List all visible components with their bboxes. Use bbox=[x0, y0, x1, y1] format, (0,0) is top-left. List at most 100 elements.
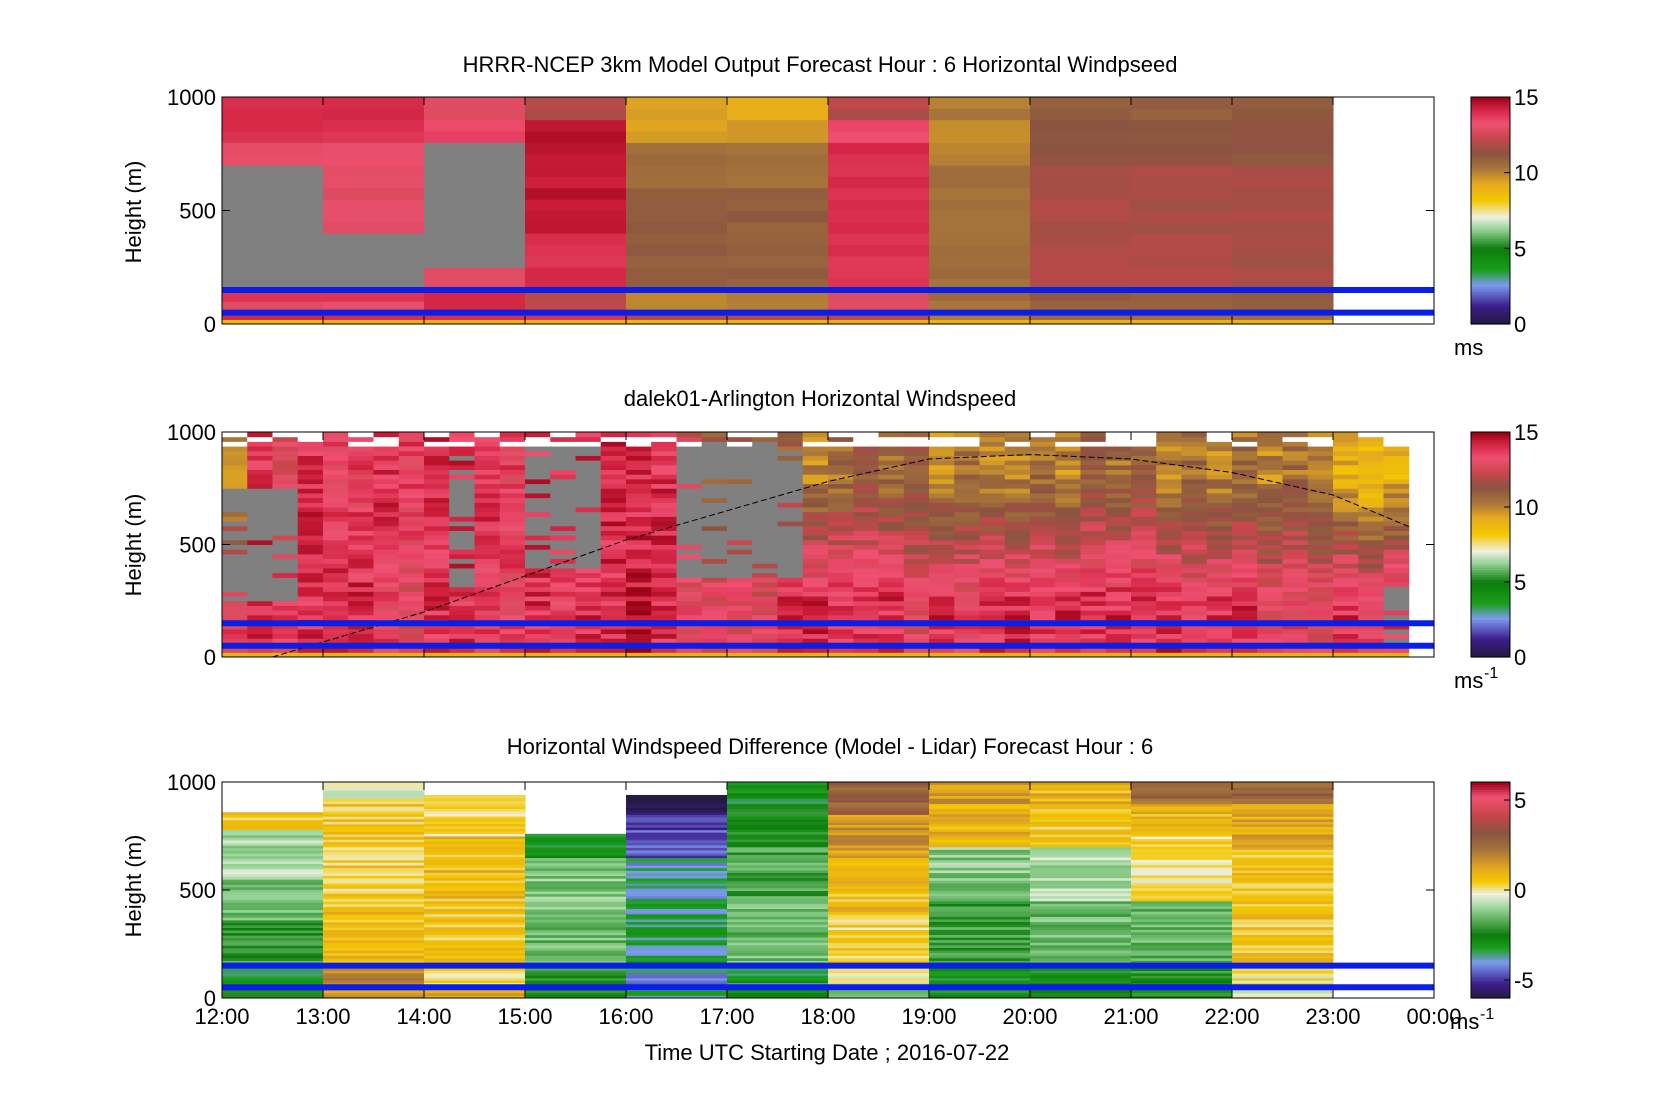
heatmap-cell bbox=[222, 436, 248, 442]
colorbar-segment bbox=[1471, 316, 1510, 320]
heatmap-cell bbox=[222, 539, 248, 545]
heatmap-cell bbox=[777, 577, 804, 583]
heatmap-cell bbox=[626, 802, 728, 806]
heatmap-cell bbox=[1030, 898, 1132, 902]
heatmap-cell bbox=[676, 582, 703, 588]
heatmap-cell bbox=[323, 818, 425, 822]
heatmap-cell bbox=[1307, 544, 1334, 550]
colorbar-segment bbox=[1471, 213, 1510, 217]
heatmap-cell bbox=[575, 558, 602, 564]
heatmap-cell bbox=[1030, 960, 1132, 964]
heatmap-cell bbox=[600, 469, 627, 475]
heatmap-cell bbox=[1131, 165, 1233, 177]
heatmap-cell bbox=[929, 474, 955, 480]
heatmap-cell bbox=[525, 492, 551, 499]
heatmap-cell bbox=[247, 483, 273, 489]
heatmap-cell bbox=[1156, 535, 1182, 541]
heatmap-cell bbox=[903, 647, 930, 653]
heatmap-cell bbox=[1383, 478, 1410, 485]
heatmap-cell bbox=[701, 464, 728, 470]
heatmap-cell bbox=[424, 628, 450, 635]
heatmap-cell bbox=[777, 474, 804, 480]
heatmap-cell bbox=[802, 558, 829, 564]
heatmap-cell bbox=[676, 464, 703, 470]
heatmap-cell bbox=[1156, 614, 1182, 620]
heatmap-cell bbox=[626, 898, 728, 902]
heatmap-cell bbox=[550, 492, 576, 499]
heatmap-cell bbox=[575, 638, 602, 644]
heatmap-cell bbox=[1282, 652, 1309, 657]
colorbar-segment bbox=[1471, 195, 1510, 199]
heatmap-cell bbox=[525, 460, 551, 466]
heatmap-cell bbox=[1030, 567, 1056, 574]
heatmap-cell bbox=[525, 947, 627, 951]
heatmap-cell bbox=[1004, 558, 1031, 564]
heatmap-cell bbox=[550, 652, 576, 657]
heatmap-cell bbox=[499, 469, 526, 475]
heatmap-cell bbox=[449, 558, 475, 564]
heatmap-cell bbox=[727, 834, 829, 838]
heatmap-cell bbox=[1282, 521, 1309, 527]
heatmap-cell bbox=[1131, 895, 1233, 899]
heatmap-cell bbox=[828, 896, 930, 900]
heatmap-cell bbox=[1055, 572, 1081, 578]
heatmap-cell bbox=[499, 591, 526, 597]
colorbar-segment bbox=[1471, 945, 1510, 949]
heatmap-cell bbox=[1206, 464, 1233, 470]
heatmap-cell bbox=[323, 957, 425, 961]
heatmap-cell bbox=[398, 492, 425, 499]
colorbar-segment bbox=[1471, 102, 1510, 106]
heatmap-cell bbox=[1080, 567, 1107, 574]
heatmap-cell bbox=[954, 511, 980, 517]
heatmap-cell bbox=[1156, 450, 1182, 456]
heatmap-cell bbox=[1232, 798, 1334, 802]
heatmap-cell bbox=[474, 591, 501, 597]
heatmap-cell bbox=[828, 903, 930, 907]
heatmap-cell bbox=[651, 605, 677, 611]
heatmap-cell bbox=[929, 142, 1031, 155]
heatmap-cell bbox=[247, 572, 273, 578]
heatmap-cell bbox=[1181, 507, 1208, 513]
heatmap-cell bbox=[1383, 596, 1410, 602]
heatmap-cell bbox=[1131, 647, 1157, 653]
heatmap-cell bbox=[323, 803, 425, 807]
heatmap-cell bbox=[727, 600, 753, 606]
heatmap-cell bbox=[1257, 628, 1283, 635]
heatmap-cell bbox=[929, 787, 1031, 791]
heatmap-cell bbox=[1232, 450, 1258, 456]
heatmap-cell bbox=[802, 530, 829, 536]
heatmap-cell bbox=[777, 539, 804, 545]
heatmap-cell bbox=[222, 464, 248, 470]
heatmap-cell bbox=[929, 549, 955, 555]
heatmap-cell bbox=[222, 957, 324, 962]
colorbar-segment bbox=[1471, 273, 1510, 277]
heatmap-cell bbox=[1181, 539, 1208, 545]
heatmap-cell bbox=[600, 610, 627, 616]
heatmap-cell bbox=[903, 535, 930, 541]
heatmap-cell bbox=[424, 874, 526, 878]
heatmap-cell bbox=[1383, 441, 1410, 447]
heatmap-cell bbox=[550, 563, 576, 569]
heatmap-cell bbox=[1030, 289, 1132, 301]
heatmap-cell bbox=[828, 582, 854, 588]
heatmap-plot bbox=[221, 781, 1435, 999]
heatmap-cell bbox=[727, 869, 829, 874]
heatmap-cell bbox=[1282, 633, 1309, 639]
heatmap-cell bbox=[727, 784, 829, 788]
heatmap-cell bbox=[1030, 957, 1132, 961]
heatmap-cell bbox=[1131, 497, 1157, 503]
heatmap-cell bbox=[1282, 497, 1309, 503]
heatmap-cell bbox=[1131, 289, 1233, 301]
colorbar-segment bbox=[1471, 592, 1510, 596]
colorbar-segment bbox=[1471, 789, 1510, 793]
heatmap-cell bbox=[474, 567, 501, 574]
heatmap-cell bbox=[1030, 970, 1132, 974]
heatmap-cell bbox=[424, 806, 526, 810]
heatmap-cell bbox=[929, 968, 1031, 971]
heatmap-cell bbox=[323, 844, 425, 848]
heatmap-cell bbox=[1131, 952, 1233, 956]
heatmap-cell bbox=[1383, 507, 1410, 513]
heatmap-cell bbox=[676, 586, 703, 592]
heatmap-cell bbox=[348, 450, 374, 456]
heatmap-cell bbox=[600, 525, 627, 531]
